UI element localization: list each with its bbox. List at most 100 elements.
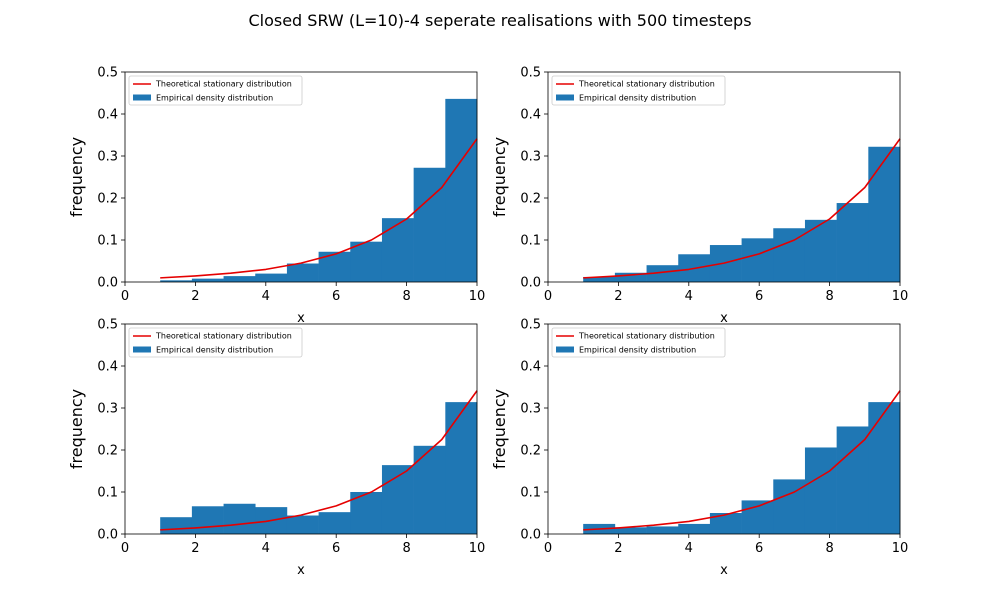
legend-box [128, 75, 303, 106]
x-tick-label: 10 [469, 541, 486, 556]
histogram-bar [804, 447, 837, 534]
histogram-bar [160, 517, 193, 534]
axes-frame [547, 323, 901, 535]
axes-frame [547, 71, 901, 283]
y-axis-label: frequency [490, 137, 509, 217]
x-tick-label: 2 [614, 541, 622, 556]
x-tick-label: 10 [469, 289, 486, 304]
y-tick-label: 0.0 [97, 276, 118, 291]
histogram-bar [741, 238, 774, 282]
histogram-bar [646, 265, 679, 282]
x-tick-label: 6 [332, 289, 340, 304]
theoretical-line [160, 138, 478, 279]
y-tick-label: 0.3 [97, 402, 118, 417]
histogram-bar [614, 527, 647, 534]
y-axis-label: frequency [67, 137, 86, 217]
histogram-bar [836, 426, 869, 534]
histogram-bar [318, 251, 351, 282]
y-tick-label: 0.1 [520, 486, 541, 501]
x-tick-label: 10 [892, 289, 909, 304]
legend: Theoretical stationary distribution Empir… [551, 75, 726, 106]
legend-label-empirical: Empirical density distribution [156, 94, 273, 103]
subplot-1: 0 2 4 6 8 10 0.0 0.1 0.2 0.3 0.4 0.5 x frequency Theor… [67, 66, 485, 327]
legend-label-empirical: Empirical density distribution [579, 346, 696, 355]
histogram-bar [614, 272, 647, 282]
subplot-3: 0 2 4 6 8 10 0.0 0.1 0.2 0.3 0.4 0.5 x frequency Theor… [67, 318, 485, 579]
y-tick-label: 0.2 [97, 444, 118, 459]
x-tick-label: 10 [892, 541, 909, 556]
histogram-bar [381, 218, 414, 282]
histogram-bar [583, 276, 616, 282]
histogram-bar [868, 402, 901, 534]
y-axis-ticks: 0.0 0.1 0.2 0.3 0.4 0.5 [97, 66, 125, 291]
x-tick-label: 4 [685, 289, 693, 304]
histogram-bar [318, 512, 351, 534]
x-tick-label: 4 [685, 541, 693, 556]
histogram-bar [350, 241, 383, 282]
x-axis-label: x [297, 311, 305, 326]
legend-label-empirical: Empirical density distribution [156, 346, 273, 355]
y-tick-label: 0.5 [520, 318, 541, 333]
x-tick-label: 2 [191, 541, 199, 556]
histogram-bar [160, 280, 193, 282]
x-tick-label: 8 [825, 289, 833, 304]
axes-frame [124, 71, 478, 283]
x-axis-ticks: 0 2 4 6 8 10 [121, 534, 485, 556]
legend-label-theoretical: Theoretical stationary distribution [155, 332, 292, 341]
theoretical-line [583, 138, 901, 279]
histogram-bar [191, 506, 224, 534]
legend-box [128, 327, 303, 358]
y-axis-label: frequency [67, 389, 86, 469]
histogram-bar [804, 219, 837, 282]
legend-label-theoretical: Theoretical stationary distribution [155, 80, 292, 89]
y-axis-ticks: 0.0 0.1 0.2 0.3 0.4 0.5 [520, 318, 548, 543]
y-tick-label: 0.2 [520, 444, 541, 459]
x-tick-label: 6 [755, 289, 763, 304]
x-tick-label: 0 [121, 289, 129, 304]
x-tick-label: 0 [121, 541, 129, 556]
y-tick-label: 0.5 [97, 318, 118, 333]
x-tick-label: 2 [191, 289, 199, 304]
histogram-bar [223, 276, 256, 282]
histogram-bar [836, 203, 869, 282]
x-tick-label: 0 [544, 541, 552, 556]
y-tick-label: 0.4 [520, 360, 541, 375]
y-tick-label: 0.2 [520, 192, 541, 207]
histogram-bars [583, 402, 901, 534]
x-axis-ticks: 0 2 4 6 8 10 [544, 282, 908, 304]
histogram-bar [286, 263, 319, 282]
y-tick-label: 0.5 [520, 66, 541, 81]
histogram-bar [646, 526, 679, 534]
theoretical-line [583, 390, 901, 531]
legend-box [551, 75, 726, 106]
y-tick-label: 0.4 [97, 360, 118, 375]
x-tick-label: 6 [332, 541, 340, 556]
x-tick-label: 8 [402, 541, 410, 556]
legend-label-theoretical: Theoretical stationary distribution [578, 332, 715, 341]
y-tick-label: 0.5 [97, 66, 118, 81]
histogram-bar [678, 523, 711, 534]
y-tick-label: 0.3 [97, 150, 118, 165]
x-axis-label: x [297, 563, 305, 578]
legend-box [551, 327, 726, 358]
histogram-bar [223, 503, 256, 534]
y-tick-label: 0.3 [520, 150, 541, 165]
x-tick-label: 6 [755, 541, 763, 556]
y-axis-ticks: 0.0 0.1 0.2 0.3 0.4 0.5 [520, 66, 548, 291]
x-axis-ticks: 0 2 4 6 8 10 [544, 534, 908, 556]
y-tick-label: 0.1 [97, 486, 118, 501]
histogram-bar [741, 500, 774, 534]
legend: Theoretical stationary distribution Empir… [128, 327, 303, 358]
y-tick-label: 0.3 [520, 402, 541, 417]
x-axis-label: x [720, 563, 728, 578]
histogram-bar [191, 278, 224, 282]
histogram-bar [413, 445, 446, 534]
x-tick-label: 4 [262, 289, 270, 304]
legend-bar-swatch [556, 94, 574, 101]
histogram-bars [583, 146, 901, 282]
histogram-bar [868, 146, 901, 282]
y-tick-label: 0.2 [97, 192, 118, 207]
legend: Theoretical stationary distribution Empir… [128, 75, 303, 106]
histogram-bar [709, 513, 742, 534]
